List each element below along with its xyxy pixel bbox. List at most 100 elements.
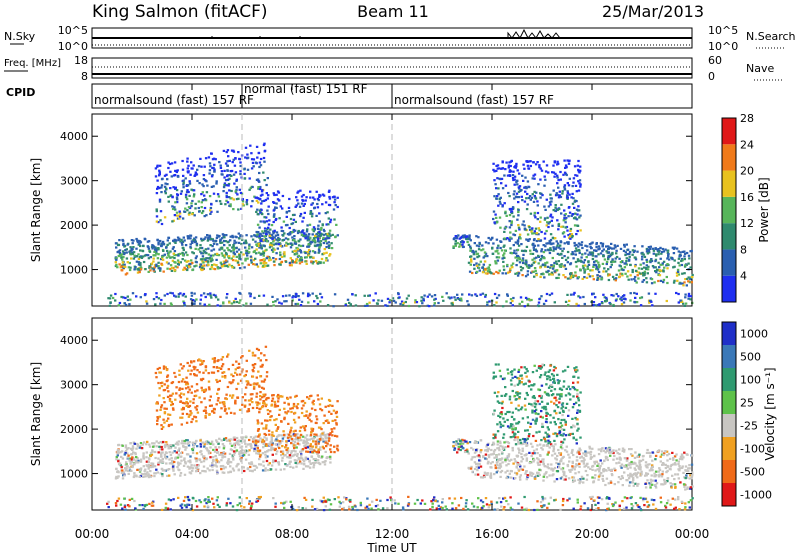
cpid-segment-label: normal (fast) 151 RF — [244, 82, 368, 96]
echo-cell — [155, 208, 158, 211]
echo-cell — [189, 466, 192, 469]
echo-cell — [118, 301, 122, 305]
echo-cell — [129, 246, 132, 249]
echo-cell — [222, 149, 226, 152]
echo-cell — [246, 380, 250, 383]
echo-cell — [194, 416, 198, 419]
echo-cell — [309, 236, 312, 239]
echo-cell — [257, 201, 260, 204]
echo-cell — [167, 390, 170, 393]
echo-cell — [159, 269, 162, 272]
echo-cell — [220, 263, 223, 266]
echo-cell — [380, 299, 384, 302]
echo-cell — [192, 252, 195, 255]
echo-cell — [158, 267, 161, 270]
echo-cell — [270, 440, 273, 443]
echo-cell — [248, 244, 251, 248]
echo-cell — [633, 301, 637, 304]
echo-cell — [555, 262, 559, 265]
echo-cell — [313, 227, 316, 230]
echo-cell — [560, 212, 563, 215]
echo-cell — [248, 177, 251, 180]
echo-cell — [163, 453, 167, 456]
echo-cell — [264, 433, 268, 436]
echo-cell — [240, 356, 243, 359]
echo-cell — [235, 178, 238, 181]
echo-cell — [326, 259, 329, 262]
echo-cell — [333, 198, 337, 201]
echo-cell — [148, 464, 151, 467]
echo-cell — [163, 401, 166, 404]
echo-cell — [236, 260, 240, 263]
echo-cell — [147, 247, 151, 250]
echo-cell — [297, 249, 300, 252]
echo-cell — [272, 192, 275, 195]
echo-cell — [566, 229, 569, 232]
echo-cell — [296, 248, 300, 251]
cpid-label: CPID — [6, 86, 35, 99]
echo-cell — [607, 251, 610, 254]
echo-cell — [160, 382, 163, 385]
echo-cell — [672, 252, 676, 255]
echo-cell — [554, 172, 557, 175]
echo-cell — [168, 458, 171, 461]
echo-cell — [277, 236, 280, 239]
echo-cell — [629, 263, 632, 266]
echo-cell — [548, 273, 551, 276]
echo-cell — [199, 263, 203, 266]
echo-cell — [319, 228, 322, 231]
echo-cell — [239, 458, 242, 461]
echo-cell — [270, 404, 273, 407]
echo-cell — [288, 462, 291, 465]
echo-cell — [201, 191, 204, 194]
echo-cell — [161, 258, 165, 261]
echo-cell — [281, 450, 285, 453]
echo-cell — [232, 375, 235, 378]
echo-cell — [183, 301, 186, 305]
echo-cell — [176, 201, 179, 204]
echo-cell — [312, 466, 315, 469]
echo-cell — [510, 252, 513, 255]
echo-cell — [200, 193, 203, 196]
echo-cell — [204, 295, 207, 299]
echo-cell — [233, 182, 236, 185]
echo-cell — [233, 412, 236, 415]
echo-cell — [169, 194, 173, 197]
echo-cell — [219, 367, 223, 370]
echo-cell — [208, 413, 211, 416]
echo-cell — [550, 264, 553, 267]
echo-cell — [258, 449, 262, 452]
echo-cell — [683, 250, 686, 253]
echo-cell — [583, 458, 586, 461]
echo-cell — [228, 301, 231, 304]
echo-cell — [597, 270, 601, 274]
echo-cell — [297, 295, 300, 298]
colorbar-tick-label: 12 — [740, 217, 754, 230]
echo-cell — [243, 242, 246, 245]
echo-cell — [517, 226, 521, 229]
echo-cell — [309, 445, 312, 448]
echo-cell — [543, 184, 546, 187]
echo-cell — [144, 472, 147, 475]
echo-cell — [549, 193, 552, 196]
echo-cell — [164, 451, 168, 454]
echo-cell — [514, 229, 518, 232]
echo-cell — [139, 458, 143, 461]
echo-cell — [554, 206, 557, 209]
echo-cell — [633, 245, 636, 248]
echo-cell — [299, 250, 302, 253]
echo-cell — [163, 294, 166, 297]
echo-cell — [209, 165, 212, 168]
echo-cell — [272, 257, 275, 260]
echo-cell — [559, 252, 563, 255]
echo-cell — [146, 471, 149, 474]
echo-cell — [611, 251, 614, 254]
echo-cell — [210, 203, 213, 206]
echo-cell — [333, 434, 337, 437]
echo-cell — [454, 244, 457, 247]
echo-cell — [613, 483, 616, 486]
echo-cell — [261, 363, 264, 366]
echo-cell — [192, 401, 195, 404]
echo-cell — [317, 448, 320, 451]
echo-cell — [659, 257, 662, 260]
